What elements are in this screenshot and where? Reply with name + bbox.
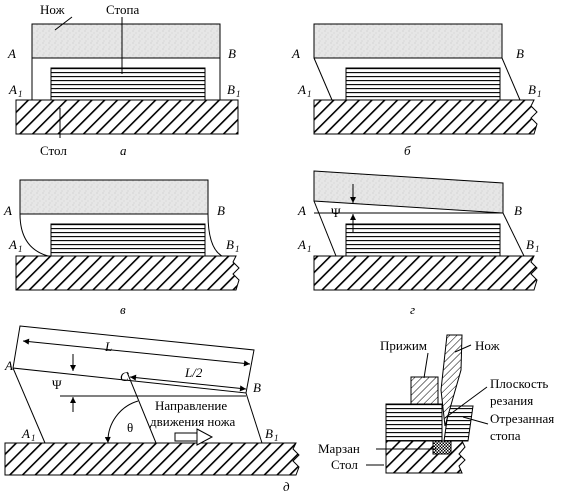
label-A1-sub: 1 [31,433,36,443]
knife-block [19,179,209,215]
panel-d: L L/2 C Ψ θ A B A 1 B 1 Направление движ… [4,325,300,494]
panel-a: Нож Стопа Стол A B A 1 B 1 а [7,2,241,158]
label-psi: Ψ [331,205,341,220]
paper-stack [385,403,443,442]
knife-edge-right [502,212,525,257]
label-A: A [3,203,12,218]
knife-outline [12,325,255,394]
label-B1-sub: 1 [235,244,240,254]
label-B1: B [226,237,234,252]
panel-cutter-detail: Прижим Нож Плоскость резания Отрезанная … [318,334,554,474]
label-B1: B [265,426,273,441]
label-A1: A [8,237,17,252]
label-B1: B [227,82,235,97]
label-direction-2: движения ножа [150,414,236,429]
label-direction-1: Направление [155,398,227,413]
label-B: B [217,203,225,218]
knife-edge-left [313,200,337,257]
label-A1-sub: 1 [18,89,23,99]
label-B1-sub: 1 [537,89,542,99]
label-A: A [4,358,13,373]
table [385,440,466,474]
knife-edge-right [207,213,223,257]
half-length-arrow [129,374,247,392]
label-A: A [297,203,306,218]
label-A1: A [21,426,30,441]
marzan [432,440,452,455]
table [15,99,239,135]
label-table: Стол [40,143,67,158]
direction-arrow-head [196,428,214,446]
label-B: B [514,203,522,218]
cut-stack-leader [462,416,489,425]
caption-g: г [410,302,415,317]
label-A1: A [8,82,17,97]
label-table: Стол [331,457,358,472]
label-A: A [7,46,16,61]
knife-leader [54,16,73,31]
cut-plane-leader [444,386,488,419]
label-cut-stack-1: Отрезанная [490,411,554,426]
direction-arrow-body [174,432,198,442]
label-L: L [104,339,112,354]
knife-block [31,23,221,59]
caption-b: б [404,143,411,158]
label-stack: Стопа [106,2,139,17]
label-knife: Нож [475,338,501,353]
knife-block [313,170,504,214]
label-marzan: Марзан [318,441,360,456]
panel-g: Ψ A B A 1 B 1 г [297,170,540,317]
table [15,255,240,291]
label-B1-sub: 1 [535,244,540,254]
label-C: C [120,369,129,384]
knife-edge-right [501,57,521,101]
label-A1: A [297,237,306,252]
paper-stack [50,67,206,101]
theta-arc [104,400,139,444]
panel-b: A B A 1 B 1 б [291,23,542,158]
knife-block [313,23,503,59]
label-A1-sub: 1 [18,244,23,254]
clamp-leader [423,352,429,379]
label-B1: B [526,237,534,252]
table [4,442,300,476]
label-B1-sub: 1 [274,433,279,443]
label-A: A [291,46,300,61]
label-B: B [253,380,261,395]
paper-stack [345,67,501,101]
knife-edge-left [313,57,333,101]
knife-leader [454,344,472,353]
table [313,255,538,291]
caption-v: в [120,302,126,317]
knife-edge-left [12,367,46,444]
cut-stack [443,405,474,442]
label-cut-plane-2: резания [490,393,533,408]
caption-a: а [120,143,127,158]
label-cut-stack-2: стопа [490,428,521,443]
label-B1-sub: 1 [236,89,241,99]
knife-edge-left [19,213,49,257]
panel-v: A B A 1 B 1 в [3,179,240,317]
label-theta: θ [127,420,133,435]
label-A1-sub: 1 [307,244,312,254]
label-B: B [516,46,524,61]
paper-stack [50,223,206,257]
table [313,99,538,135]
label-knife: Нож [40,2,66,17]
label-L2: L/2 [184,365,203,380]
label-cut-plane-1: Плоскость [490,376,548,391]
label-A1: A [297,82,306,97]
knife-edge-right [245,392,263,444]
label-A1-sub: 1 [307,89,312,99]
label-clamp: Прижим [380,338,427,353]
label-psi: Ψ [52,377,62,392]
label-B: B [228,46,236,61]
knife [440,334,463,427]
clamp [410,376,439,405]
caption-d: д [283,479,290,494]
label-B1: B [528,82,536,97]
paper-stack [345,223,501,257]
length-L-arrow [22,338,251,367]
